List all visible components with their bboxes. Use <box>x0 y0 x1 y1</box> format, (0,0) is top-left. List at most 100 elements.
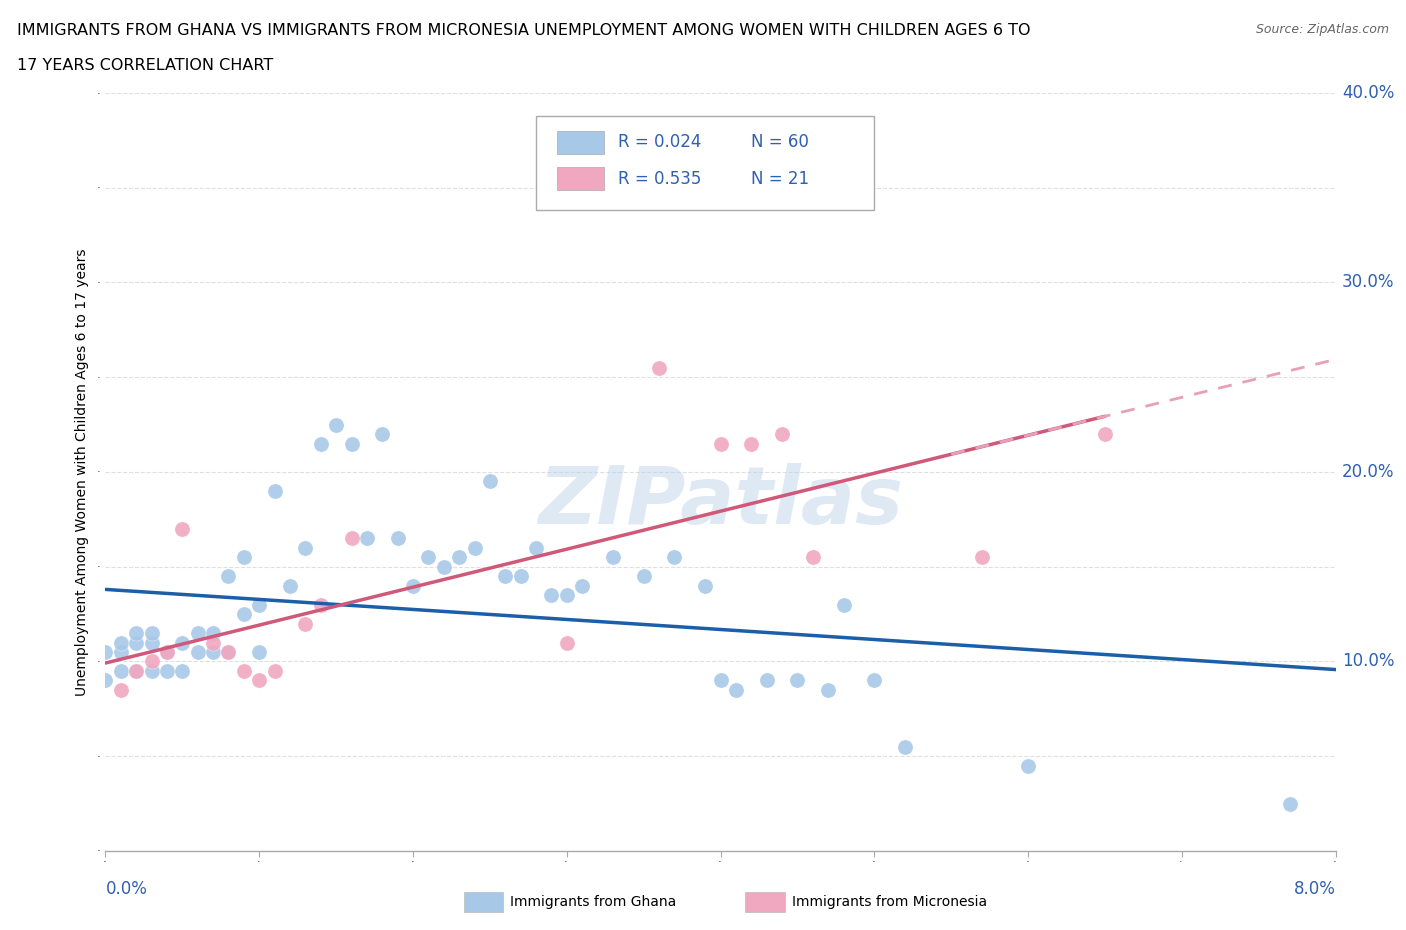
FancyBboxPatch shape <box>536 115 875 210</box>
Bar <box>557 167 603 190</box>
Bar <box>557 131 603 153</box>
Point <box>218 569 240 584</box>
Text: 30.0%: 30.0% <box>1341 273 1395 291</box>
Point <box>555 588 578 603</box>
Point <box>247 644 270 659</box>
Point <box>294 540 316 555</box>
Point <box>695 578 717 593</box>
Point <box>970 550 993 565</box>
Point <box>278 578 301 593</box>
Point <box>571 578 593 593</box>
Point <box>449 550 471 565</box>
Point <box>110 683 132 698</box>
Text: N = 21: N = 21 <box>751 169 810 188</box>
Point <box>1094 427 1116 442</box>
Point <box>172 635 194 650</box>
Point <box>156 663 179 678</box>
Point <box>232 663 254 678</box>
Point <box>309 597 332 612</box>
Point <box>263 484 285 498</box>
Bar <box>745 892 785 912</box>
Point <box>232 606 254 621</box>
Point <box>786 673 808 688</box>
Point <box>648 360 671 375</box>
Point <box>110 635 132 650</box>
Point <box>202 635 225 650</box>
Point <box>202 644 225 659</box>
Point <box>740 436 762 451</box>
Y-axis label: Unemployment Among Women with Children Ages 6 to 17 years: Unemployment Among Women with Children A… <box>75 248 89 696</box>
Point <box>509 569 531 584</box>
Point <box>863 673 886 688</box>
Point <box>232 550 254 565</box>
Point <box>1278 796 1301 811</box>
Text: Immigrants from Micronesia: Immigrants from Micronesia <box>792 895 987 910</box>
Point <box>356 531 378 546</box>
Point <box>247 673 270 688</box>
Point <box>309 436 332 451</box>
Bar <box>464 892 503 912</box>
Point <box>633 569 655 584</box>
Point <box>832 597 855 612</box>
Point <box>710 673 733 688</box>
Text: N = 60: N = 60 <box>751 133 810 152</box>
Point <box>125 663 148 678</box>
Point <box>478 474 501 489</box>
Point <box>602 550 624 565</box>
Point <box>172 663 194 678</box>
Point <box>94 673 117 688</box>
Point <box>402 578 425 593</box>
Point <box>218 644 240 659</box>
Point <box>325 418 347 432</box>
Point <box>172 522 194 537</box>
Point <box>187 626 209 641</box>
Point <box>555 635 578 650</box>
Text: 17 YEARS CORRELATION CHART: 17 YEARS CORRELATION CHART <box>17 58 273 73</box>
Text: R = 0.535: R = 0.535 <box>619 169 702 188</box>
Point <box>125 663 148 678</box>
Point <box>464 540 486 555</box>
Point <box>125 635 148 650</box>
Point <box>110 663 132 678</box>
Point <box>110 644 132 659</box>
Text: Source: ZipAtlas.com: Source: ZipAtlas.com <box>1256 23 1389 36</box>
Point <box>387 531 409 546</box>
Point <box>755 673 778 688</box>
Point <box>710 436 733 451</box>
Point <box>125 626 148 641</box>
Text: 20.0%: 20.0% <box>1341 463 1395 481</box>
Point <box>894 739 917 754</box>
Text: 0.0%: 0.0% <box>105 880 148 897</box>
Point <box>418 550 440 565</box>
Text: Immigrants from Ghana: Immigrants from Ghana <box>510 895 676 910</box>
Point <box>218 644 240 659</box>
Point <box>1017 758 1039 773</box>
Point <box>141 663 163 678</box>
Point <box>801 550 824 565</box>
Text: 10.0%: 10.0% <box>1341 653 1395 671</box>
Point <box>202 626 225 641</box>
Text: R = 0.024: R = 0.024 <box>619 133 702 152</box>
Point <box>340 531 363 546</box>
Point <box>540 588 562 603</box>
Point <box>263 663 285 678</box>
Point <box>433 559 456 574</box>
Point <box>724 683 747 698</box>
Point <box>94 644 117 659</box>
Point <box>156 644 179 659</box>
Point <box>294 617 316 631</box>
Point <box>664 550 686 565</box>
Text: 40.0%: 40.0% <box>1341 84 1395 102</box>
Point <box>524 540 547 555</box>
Text: 8.0%: 8.0% <box>1294 880 1336 897</box>
Point <box>247 597 270 612</box>
Text: IMMIGRANTS FROM GHANA VS IMMIGRANTS FROM MICRONESIA UNEMPLOYMENT AMONG WOMEN WIT: IMMIGRANTS FROM GHANA VS IMMIGRANTS FROM… <box>17 23 1031 38</box>
Point <box>494 569 516 584</box>
Point <box>141 626 163 641</box>
Point <box>141 635 163 650</box>
Point <box>141 654 163 669</box>
Point <box>770 427 793 442</box>
Point <box>187 644 209 659</box>
Text: ZIPatlas: ZIPatlas <box>538 463 903 541</box>
Point <box>340 436 363 451</box>
